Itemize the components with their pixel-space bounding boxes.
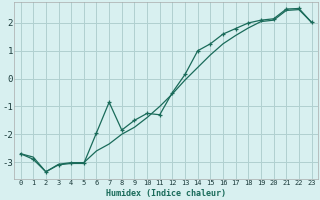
X-axis label: Humidex (Indice chaleur): Humidex (Indice chaleur) [106,189,226,198]
